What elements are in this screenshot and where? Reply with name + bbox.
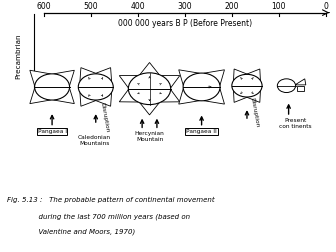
Polygon shape [246, 69, 260, 81]
Polygon shape [204, 89, 224, 104]
Polygon shape [295, 79, 306, 85]
Text: Precambrian: Precambrian [15, 34, 22, 79]
Text: Disruption: Disruption [250, 98, 260, 128]
Polygon shape [30, 70, 50, 86]
Text: Hercynian
Mountain: Hercynian Mountain [135, 131, 164, 142]
Text: Fig. 5.13 :   The probable pattern of continental movement: Fig. 5.13 : The probable pattern of cont… [7, 197, 214, 203]
Polygon shape [246, 91, 260, 102]
Circle shape [277, 79, 296, 92]
Polygon shape [54, 70, 74, 86]
Polygon shape [140, 103, 159, 115]
Text: Pangaea II: Pangaea II [186, 129, 217, 134]
Text: Caledonian
Mountains: Caledonian Mountains [78, 135, 111, 146]
Polygon shape [140, 62, 159, 75]
Polygon shape [204, 70, 224, 85]
Circle shape [35, 74, 70, 100]
Circle shape [183, 73, 220, 101]
Polygon shape [94, 68, 112, 81]
Polygon shape [161, 89, 180, 102]
Polygon shape [80, 68, 97, 81]
Polygon shape [179, 70, 199, 85]
Text: 500: 500 [83, 2, 98, 11]
Text: 000 000 years B P (Before Present): 000 000 years B P (Before Present) [118, 19, 252, 28]
Text: during the last 700 million years (based on: during the last 700 million years (based… [7, 213, 190, 219]
Text: 0: 0 [324, 2, 328, 11]
Text: Valentine and Moors, 1970): Valentine and Moors, 1970) [7, 229, 135, 235]
Text: 600: 600 [36, 2, 51, 11]
Circle shape [128, 73, 171, 105]
Polygon shape [234, 91, 248, 102]
Polygon shape [54, 88, 74, 104]
Polygon shape [30, 88, 50, 104]
Polygon shape [234, 69, 248, 81]
Polygon shape [80, 92, 97, 106]
Text: 400: 400 [130, 2, 145, 11]
Polygon shape [119, 75, 138, 88]
Text: Disruption: Disruption [99, 102, 109, 133]
Circle shape [232, 74, 262, 97]
Text: Present
con tinents: Present con tinents [279, 118, 312, 129]
Circle shape [78, 74, 113, 100]
Text: Pangaea I: Pangaea I [38, 129, 67, 134]
Polygon shape [119, 89, 138, 102]
Polygon shape [94, 92, 112, 106]
Polygon shape [297, 86, 304, 91]
Polygon shape [179, 89, 199, 104]
Text: 300: 300 [177, 2, 192, 11]
Text: 100: 100 [271, 2, 286, 11]
Text: 200: 200 [224, 2, 239, 11]
Polygon shape [161, 75, 180, 88]
